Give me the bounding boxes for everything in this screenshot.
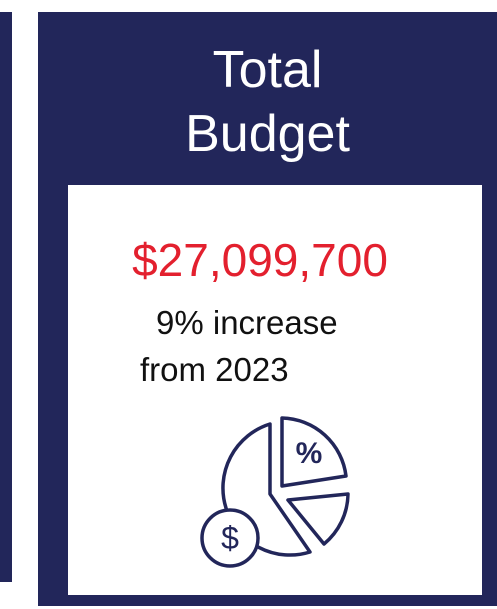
coin	[200, 508, 260, 568]
dollar-glyph: $	[221, 520, 239, 556]
pie-slice	[280, 416, 348, 488]
note-line: from 2023	[140, 351, 289, 388]
amount: $27,099,700	[132, 234, 388, 286]
pie-slice	[286, 492, 350, 546]
card-body: $27,099,700 9% increase from 2023 $ %	[68, 185, 482, 595]
title-line: Total	[212, 41, 323, 99]
percent-glyph: %	[296, 437, 323, 470]
budget-icon: $ %	[200, 416, 350, 568]
budget-card: Total Budget $27,099,700 9% increase fro…	[38, 12, 497, 606]
title-line: Budget	[185, 105, 350, 163]
side-strip	[0, 12, 12, 582]
note-line: 9% increase	[156, 304, 338, 341]
